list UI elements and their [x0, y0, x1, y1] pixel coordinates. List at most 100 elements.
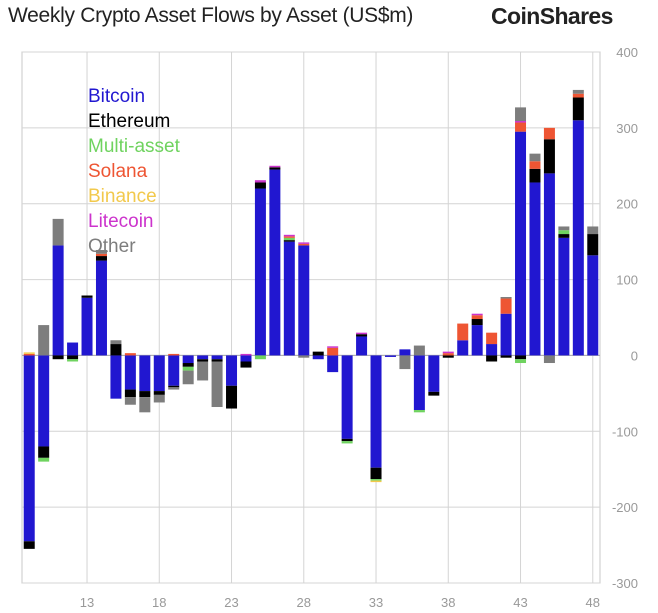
- bar-segment-solana: [95, 253, 107, 257]
- bar-segment-other: [298, 355, 310, 358]
- bar-segment-other: [543, 355, 555, 364]
- bar-segment-ethereum: [558, 234, 570, 238]
- bar-segment-ethereum: [356, 334, 368, 337]
- y-tick-label: 0: [631, 348, 638, 363]
- bar-segment-other: [500, 297, 512, 299]
- bar-segment-bitcoin: [558, 237, 570, 356]
- bar-segment-ethereum: [139, 391, 151, 398]
- bar-segment-solana: [515, 122, 527, 132]
- bar-segment-other: [211, 361, 223, 408]
- bar-segment-ethereum: [587, 234, 599, 256]
- bar-segment-other: [529, 153, 541, 162]
- bar-segment-bitcoin: [500, 313, 512, 356]
- bar-segment-bitcoin: [356, 336, 368, 356]
- bar-segment-ethereum: [341, 438, 353, 442]
- legend-item-binance: Binance: [88, 186, 157, 207]
- bar-segment-ethereum: [197, 359, 209, 362]
- bar-segment-ethereum: [23, 541, 35, 549]
- bar-segment-bitcoin: [81, 297, 93, 356]
- bar-segment-binance: [23, 352, 35, 354]
- bar-segment-bitcoin: [298, 245, 310, 356]
- bar-segment-bitcoin: [197, 355, 209, 360]
- bar-segment-bitcoin: [384, 355, 396, 357]
- bar-segment-other: [399, 355, 411, 370]
- bar-segment-bitcoin: [168, 355, 180, 386]
- bar-segment-other: [558, 226, 570, 231]
- bar-segment-ethereum: [442, 355, 454, 358]
- x-tick-label: 18: [152, 595, 166, 610]
- bar-segment-ethereum: [38, 446, 50, 458]
- bar-segment-ethereum: [312, 351, 324, 356]
- bar-segment-ethereum: [269, 167, 281, 170]
- bar-segment-ethereum: [471, 319, 483, 326]
- bar-segment-ethereum: [486, 355, 498, 362]
- bar-segment-litecoin: [442, 351, 454, 354]
- bar-segment-ethereum: [168, 385, 180, 388]
- bar-segment-ethereum: [153, 391, 165, 395]
- bar-segment-multi-asset: [283, 237, 295, 241]
- bar-segment-multi-asset: [413, 410, 425, 413]
- bar-segment-bitcoin: [515, 131, 527, 356]
- bar-segment-solana: [442, 353, 454, 356]
- y-tick-label: 400: [616, 45, 638, 60]
- y-tick-label: 100: [616, 273, 638, 288]
- coinshares-logo: CoinShares: [491, 3, 613, 29]
- bar-segment-ethereum: [543, 139, 555, 174]
- bar-segment-ethereum: [110, 344, 122, 356]
- bar-segment-bitcoin: [211, 355, 223, 360]
- bar-segment-bitcoin: [587, 255, 599, 356]
- bar-segment-solana: [457, 323, 469, 341]
- bar-segment-solana: [529, 161, 541, 169]
- bar-segment-ethereum: [240, 361, 252, 368]
- x-tick-label: 23: [224, 595, 238, 610]
- bar-segment-ethereum: [529, 168, 541, 183]
- y-tick-label: 200: [616, 197, 638, 212]
- legend-item-other: Other: [88, 236, 136, 257]
- legend-item-solana: Solana: [88, 161, 148, 182]
- bar-segment-solana: [543, 127, 555, 140]
- bar-segment-bitcoin: [38, 355, 50, 447]
- x-tick-label: 13: [80, 595, 94, 610]
- bar-segment-bitcoin: [413, 355, 425, 411]
- bar-segment-other: [587, 226, 599, 235]
- bar-segment-solana: [572, 93, 584, 98]
- bar-segment-multi-asset: [370, 479, 382, 481]
- x-tick-label: 43: [513, 595, 527, 610]
- legend-item-bitcoin: Bitcoin: [88, 86, 146, 107]
- bar-segment-bitcoin: [428, 355, 440, 392]
- chart-title: Weekly Crypto Asset Flows by Asset (US$m…: [8, 4, 414, 27]
- bar-segment-ethereum: [67, 355, 79, 360]
- bar-segment-ethereum: [515, 355, 527, 360]
- bar-segment-bitcoin: [254, 188, 266, 356]
- axes: -300 -200 -100 0 100 200 300 400 13 18 23 28 33 38 43 4…: [80, 45, 638, 610]
- bar-segment-multi-asset: [515, 359, 527, 364]
- bar-segment-bitcoin: [572, 120, 584, 356]
- bar-segment-litecoin: [356, 332, 368, 335]
- legend-item-multi-asset: Multi-asset: [88, 136, 180, 157]
- bar-segment-litecoin: [327, 346, 339, 348]
- bar-segment-bitcoin: [182, 355, 194, 364]
- bar-segment-solana: [124, 353, 136, 356]
- bar-segment-bitcoin: [67, 342, 79, 356]
- bar-segment-solana: [471, 315, 483, 320]
- bar-segment-multi-asset: [182, 366, 194, 371]
- bar-segment-litecoin: [471, 313, 483, 316]
- bar-segment-bitcoin: [124, 355, 136, 390]
- bar-segment-other: [153, 394, 165, 403]
- bar-segment-bitcoin: [23, 355, 35, 542]
- bar-segment-bitcoin: [486, 344, 498, 356]
- bar-segment-other: [52, 218, 64, 246]
- legend-item-litecoin: Litecoin: [88, 211, 154, 232]
- bar-segment-other: [124, 397, 136, 405]
- bar-segment-bitcoin: [139, 355, 151, 392]
- bar-segment-ethereum: [226, 385, 238, 409]
- bar-segment-bitcoin: [471, 325, 483, 356]
- bar-segment-other: [95, 249, 107, 254]
- bar-segment-solana: [23, 353, 35, 356]
- bar-segment-ethereum: [500, 355, 512, 358]
- bar-segment-bitcoin: [240, 355, 252, 362]
- bar-segment-ethereum: [572, 97, 584, 121]
- bar-segment-litecoin: [515, 121, 527, 123]
- y-tick-label: -200: [612, 500, 638, 515]
